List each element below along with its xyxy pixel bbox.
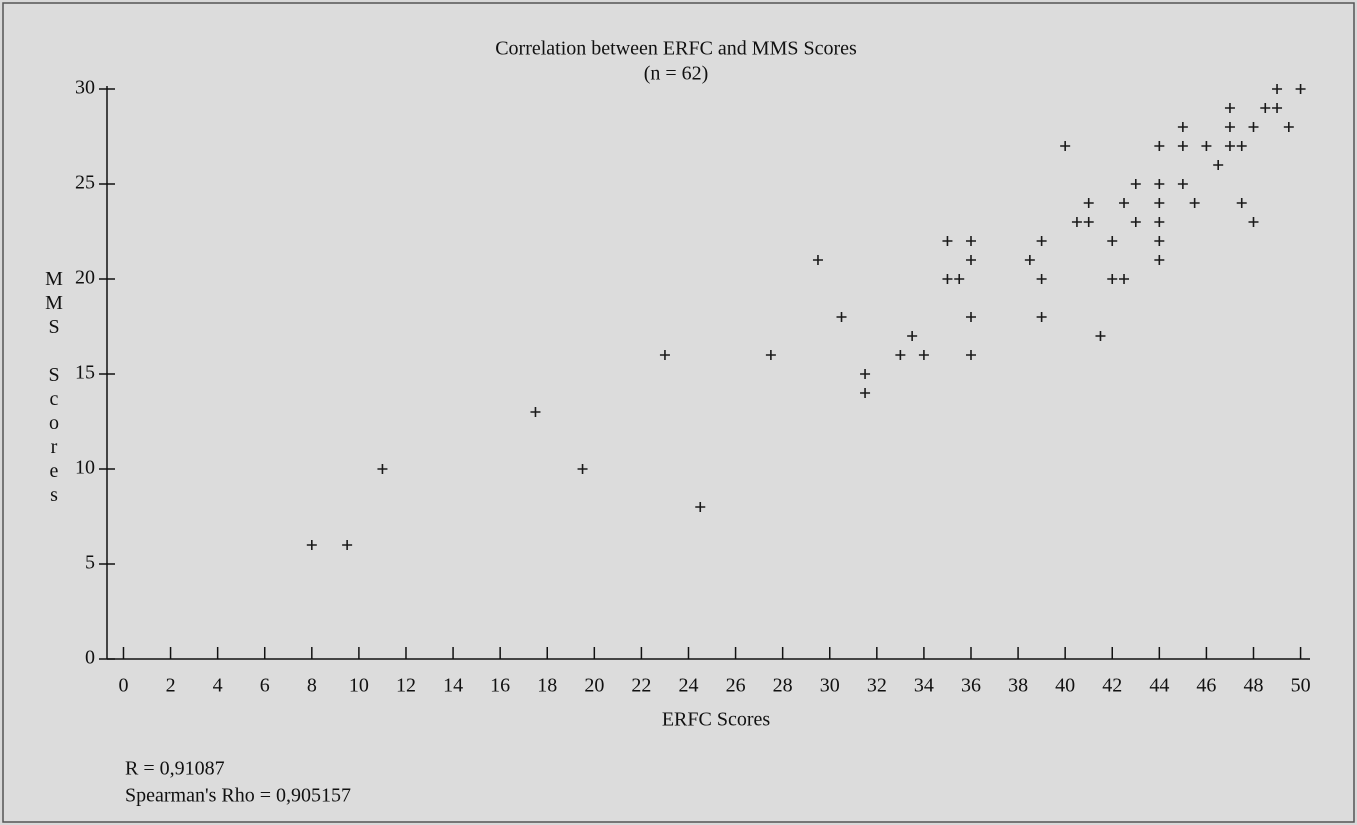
chart-title: Correlation between ERFC and MMS Scores bbox=[495, 38, 857, 60]
x-tick-label: 16 bbox=[490, 675, 510, 697]
x-tick-label: 24 bbox=[678, 675, 698, 697]
x-tick-label: 6 bbox=[260, 675, 270, 697]
x-tick-label: 40 bbox=[1055, 675, 1075, 697]
y-tick-label: 0 bbox=[85, 647, 95, 669]
x-tick-label: 2 bbox=[166, 675, 176, 697]
chart: Correlation between ERFC and MMS Scores … bbox=[0, 0, 1357, 825]
x-tick-label: 4 bbox=[213, 675, 223, 697]
x-tick-label: 14 bbox=[443, 675, 463, 697]
y-tick-label: 15 bbox=[75, 362, 95, 384]
chart-subtitle: (n = 62) bbox=[644, 63, 709, 85]
x-tick-label: 42 bbox=[1102, 675, 1122, 697]
x-tick-label: 48 bbox=[1243, 675, 1263, 697]
y-tick-label: 10 bbox=[75, 457, 95, 479]
x-tick-label: 28 bbox=[773, 675, 793, 697]
x-tick-label: 32 bbox=[867, 675, 887, 697]
x-tick-label: 38 bbox=[1008, 675, 1028, 697]
x-tick-label: 44 bbox=[1149, 675, 1169, 697]
x-tick-label: 30 bbox=[820, 675, 840, 697]
x-tick-label: 50 bbox=[1291, 675, 1311, 697]
frame bbox=[3, 3, 1354, 822]
x-tick-label: 12 bbox=[396, 675, 416, 697]
x-tick-label: 36 bbox=[961, 675, 981, 697]
annotation: Spearman's Rho = 0,905157 bbox=[125, 785, 351, 807]
x-axis-label: ERFC Scores bbox=[662, 709, 771, 731]
y-tick-label: 5 bbox=[85, 552, 95, 574]
y-tick-label: 25 bbox=[75, 172, 95, 194]
x-tick-label: 26 bbox=[726, 675, 746, 697]
x-tick-label: 0 bbox=[118, 675, 128, 697]
x-tick-label: 20 bbox=[584, 675, 604, 697]
x-tick-label: 18 bbox=[537, 675, 557, 697]
page: Correlation between ERFC and MMS Scores … bbox=[0, 0, 1357, 825]
x-tick-label: 46 bbox=[1196, 675, 1216, 697]
y-axis-label: MMS Scores bbox=[44, 268, 64, 508]
annotation: R = 0,91087 bbox=[125, 758, 225, 780]
y-tick-label: 20 bbox=[75, 267, 95, 289]
x-tick-label: 34 bbox=[914, 675, 934, 697]
x-tick-label: 22 bbox=[631, 675, 651, 697]
x-tick-label: 8 bbox=[307, 675, 317, 697]
y-tick-label: 30 bbox=[75, 77, 95, 99]
x-tick-label: 10 bbox=[349, 675, 369, 697]
